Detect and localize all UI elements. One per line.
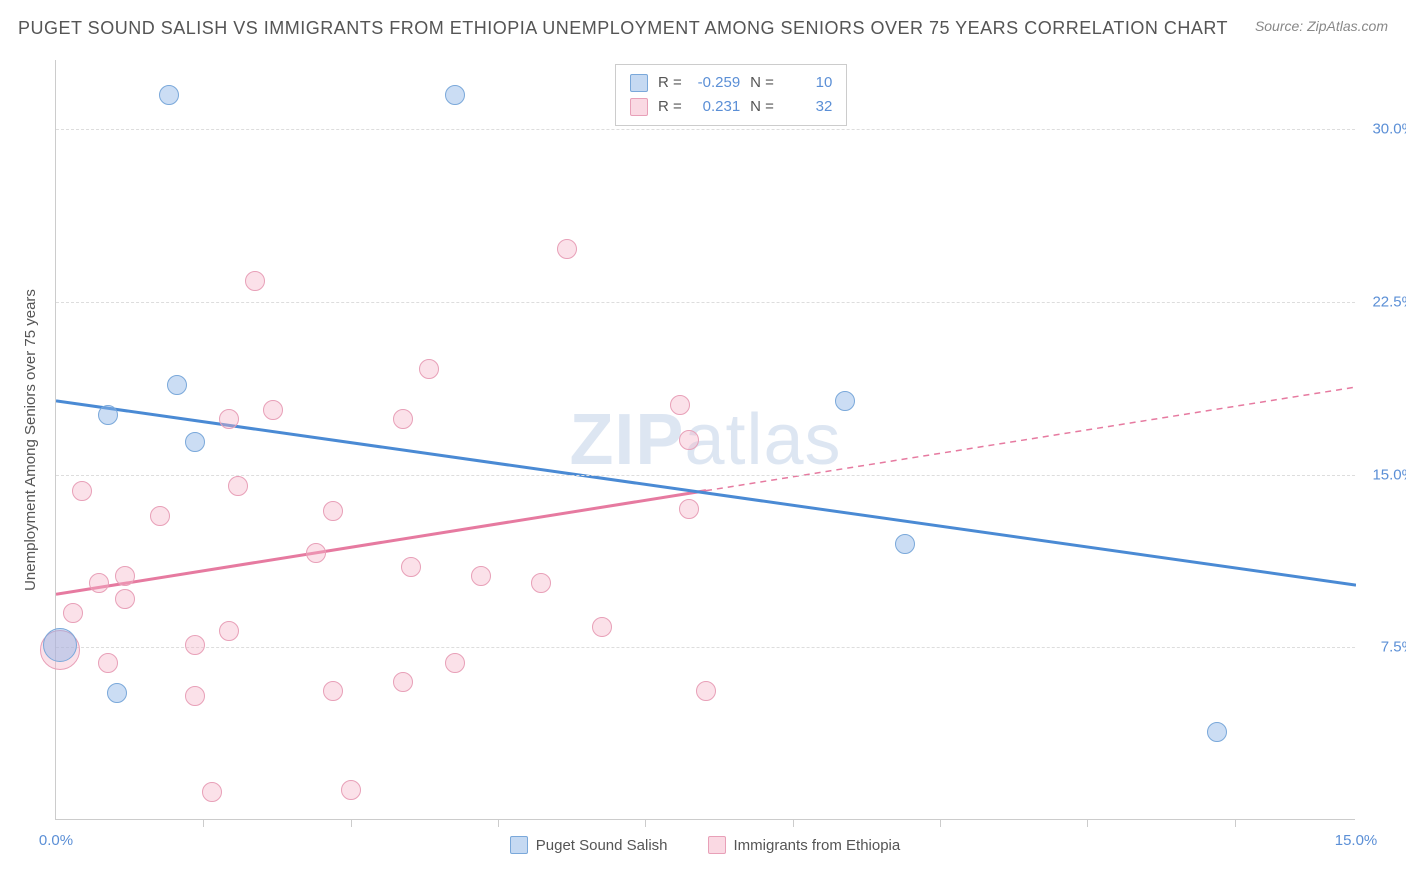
legend-item-pink: Immigrants from Ethiopia (708, 836, 901, 854)
data-point (185, 635, 205, 655)
data-point (263, 400, 283, 420)
x-tick (203, 819, 204, 827)
series-legend: Puget Sound Salish Immigrants from Ethio… (55, 836, 1355, 854)
data-point (306, 543, 326, 563)
data-point (679, 499, 699, 519)
watermark: ZIPatlas (569, 399, 841, 481)
legend-label-pink: Immigrants from Ethiopia (734, 837, 901, 854)
data-point (1207, 722, 1227, 742)
data-point (167, 375, 187, 395)
data-point (63, 603, 83, 623)
gridline (56, 647, 1355, 648)
data-point (159, 85, 179, 105)
data-point (115, 589, 135, 609)
x-tick (793, 819, 794, 827)
y-axis-label: Unemployment Among Seniors over 75 years (22, 289, 39, 591)
data-point (835, 391, 855, 411)
y-tick-label: 15.0% (1372, 466, 1406, 483)
x-tick (1235, 819, 1236, 827)
correlation-legend: R = -0.259 N = 10 R = 0.231 N = 32 (615, 64, 847, 126)
data-point (895, 534, 915, 554)
data-point (679, 430, 699, 450)
data-point (696, 681, 716, 701)
legend-row-blue: R = -0.259 N = 10 (630, 71, 832, 95)
x-tick (1087, 819, 1088, 827)
x-tick (645, 819, 646, 827)
data-point (43, 628, 77, 662)
data-point (245, 271, 265, 291)
x-tick (940, 819, 941, 827)
data-point (557, 239, 577, 259)
data-point (445, 85, 465, 105)
x-tick (351, 819, 352, 827)
legend-item-blue: Puget Sound Salish (510, 836, 668, 854)
swatch-blue-icon (510, 836, 528, 854)
data-point (341, 780, 361, 800)
data-point (89, 573, 109, 593)
trend-lines (56, 60, 1356, 820)
data-point (98, 405, 118, 425)
data-point (228, 476, 248, 496)
legend-label-blue: Puget Sound Salish (536, 837, 668, 854)
legend-row-pink: R = 0.231 N = 32 (630, 95, 832, 119)
watermark-bold: ZIP (569, 400, 684, 480)
r-value-pink: 0.231 (690, 95, 740, 119)
chart-title: PUGET SOUND SALISH VS IMMIGRANTS FROM ET… (18, 18, 1228, 39)
data-point (107, 683, 127, 703)
swatch-pink-icon (708, 836, 726, 854)
data-point (219, 409, 239, 429)
gridline (56, 302, 1355, 303)
watermark-light: atlas (684, 400, 841, 480)
data-point (393, 672, 413, 692)
data-point (531, 573, 551, 593)
n-value-blue: 10 (782, 71, 832, 95)
data-point (419, 359, 439, 379)
data-point (202, 782, 222, 802)
plot-region: ZIPatlas 7.5%15.0%22.5%30.0%0.0%15.0% (55, 60, 1355, 820)
source-attribution: Source: ZipAtlas.com (1255, 18, 1388, 34)
swatch-pink (630, 98, 648, 116)
y-tick-label: 7.5% (1381, 639, 1406, 656)
y-tick-label: 22.5% (1372, 293, 1406, 310)
swatch-blue (630, 74, 648, 92)
data-point (72, 481, 92, 501)
data-point (323, 501, 343, 521)
y-tick-label: 30.0% (1372, 121, 1406, 138)
data-point (219, 621, 239, 641)
data-point (150, 506, 170, 526)
data-point (670, 395, 690, 415)
data-point (115, 566, 135, 586)
data-point (445, 653, 465, 673)
chart-area: ZIPatlas 7.5%15.0%22.5%30.0%0.0%15.0% R … (55, 60, 1355, 820)
data-point (185, 432, 205, 452)
n-value-pink: 32 (782, 95, 832, 119)
r-value-blue: -0.259 (690, 71, 740, 95)
data-point (393, 409, 413, 429)
x-tick (498, 819, 499, 827)
data-point (471, 566, 491, 586)
data-point (323, 681, 343, 701)
data-point (185, 686, 205, 706)
data-point (401, 557, 421, 577)
gridline (56, 475, 1355, 476)
data-point (98, 653, 118, 673)
gridline (56, 129, 1355, 130)
chart-header: PUGET SOUND SALISH VS IMMIGRANTS FROM ET… (18, 18, 1388, 39)
data-point (592, 617, 612, 637)
